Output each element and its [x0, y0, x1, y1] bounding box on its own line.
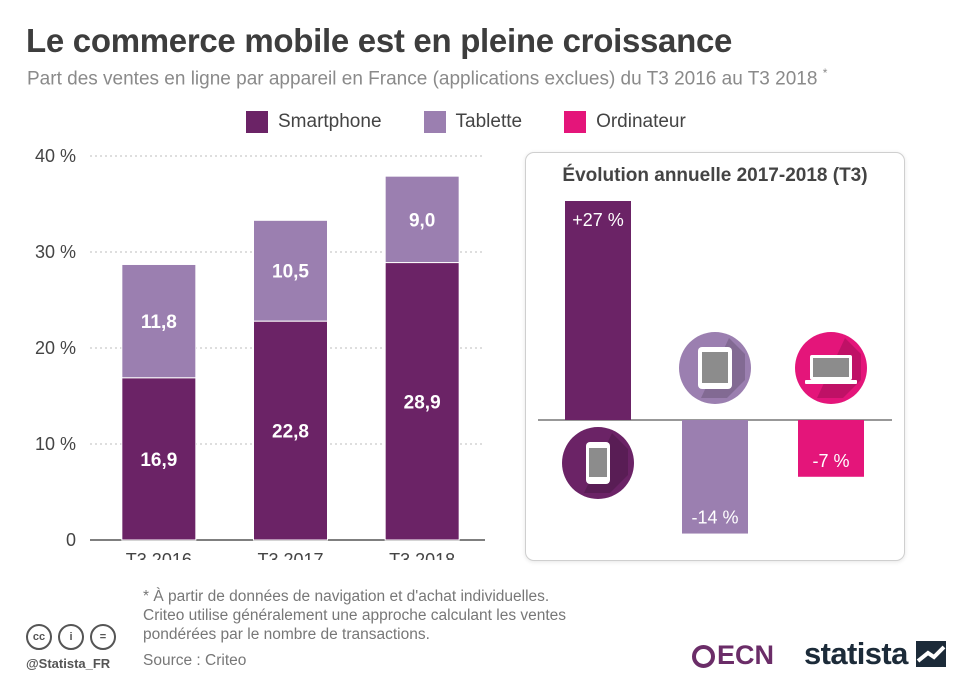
- legend-label-smartphone: Smartphone: [278, 111, 382, 132]
- bar-value-label: 10,5: [272, 262, 309, 283]
- y-tick-label: 40 %: [35, 146, 76, 166]
- statista-logo: statista: [804, 636, 946, 672]
- footnote: * À partir de données de navigation et d…: [143, 587, 613, 644]
- footnote-line: pondérées par le nombre de transactions.: [143, 626, 430, 643]
- bar-segment-tablette: [384, 175, 460, 264]
- bar-segment-smartphone: [384, 262, 460, 541]
- bar-segment-smartphone: [121, 377, 197, 541]
- chart-subtitle: Part des ventes en ligne par appareil en…: [27, 66, 827, 90]
- x-tick-label: T3 2018: [389, 550, 455, 560]
- license-icons: cc i =: [26, 624, 116, 650]
- footnote-line: Criteo utilise généralement une approche…: [143, 607, 567, 624]
- legend-swatch-smartphone: [246, 111, 268, 133]
- attribution-icon: i: [58, 624, 84, 650]
- y-tick-label: 0: [66, 530, 76, 550]
- change-bar-ordinateur: [798, 420, 864, 477]
- annual-change-panel: Évolution annuelle 2017-2018 (T3) +27 % -…: [525, 152, 905, 561]
- bar-value-label: 11,8: [141, 312, 177, 333]
- inset-title: Évolution annuelle 2017-2018 (T3): [562, 165, 868, 186]
- smartphone-icon-screen: [589, 448, 607, 477]
- bar-segment-smartphone: [253, 320, 328, 541]
- change-value-label: +27 %: [572, 210, 624, 230]
- change-bar-smartphone: [565, 201, 631, 420]
- change-value-label: -14 %: [691, 508, 738, 528]
- bar-value-label: 9,0: [409, 210, 435, 231]
- cc-icon: cc: [26, 624, 52, 650]
- bar-segment-tablette: [121, 263, 197, 379]
- no-derivatives-icon: =: [90, 624, 116, 650]
- annual-change-chart: +27 % -14 % -7 %: [538, 201, 892, 534]
- y-tick-label: 20 %: [35, 338, 76, 358]
- laptop-icon-base: [805, 380, 857, 384]
- change-value-label: -7 %: [812, 451, 849, 471]
- bar-value-label: 22,8: [272, 422, 309, 443]
- change-bar-tablette: [682, 420, 748, 534]
- social-handle: @Statista_FR: [26, 656, 111, 671]
- stacked-bar-chart: 0 10 % 20 % 30 % 40 % 16,9 11,8 T3 2016 22,8 10,5…: [35, 146, 485, 560]
- bar-value-label: 16,9: [140, 450, 177, 471]
- legend-swatch-ordinateur: [564, 111, 587, 133]
- legend-item-tablette: Tablette: [423, 111, 523, 133]
- tablet-icon-screen: [702, 352, 728, 383]
- y-tick-label: 30 %: [35, 242, 76, 262]
- statista-logo-text: statista: [804, 636, 908, 671]
- x-tick-label: T3 2017: [257, 550, 323, 560]
- footnote-line: * À partir de données de navigation et d…: [143, 588, 550, 605]
- y-tick-label: 10 %: [35, 434, 76, 454]
- ecn-logo: ECN: [692, 640, 774, 671]
- bar-segment-tablette: [253, 219, 328, 322]
- legend-swatch-tablette: [423, 111, 446, 133]
- x-tick-label: T3 2016: [126, 550, 192, 560]
- ecn-logo-text: ECN: [717, 640, 775, 670]
- subtitle-footnote-mark: *: [822, 66, 828, 80]
- laptop-icon-screen: [813, 358, 849, 377]
- legend-label-ordinateur: Ordinateur: [596, 111, 686, 132]
- statista-logo-mark: [915, 641, 946, 667]
- legend-label-tablette: Tablette: [455, 111, 523, 132]
- legend: Smartphone Tablette Ordinateur: [246, 111, 686, 133]
- chart-title: Le commerce mobile est en pleine croissa…: [26, 22, 733, 59]
- source-note: Source : Criteo: [143, 652, 247, 669]
- legend-item-smartphone: Smartphone: [246, 111, 382, 133]
- subtitle-text: Part des ventes en ligne par appareil en…: [27, 68, 818, 90]
- bar-value-label: 28,9: [404, 392, 441, 413]
- ecn-logo-mark: [692, 645, 715, 668]
- legend-item-ordinateur: Ordinateur: [564, 111, 686, 133]
